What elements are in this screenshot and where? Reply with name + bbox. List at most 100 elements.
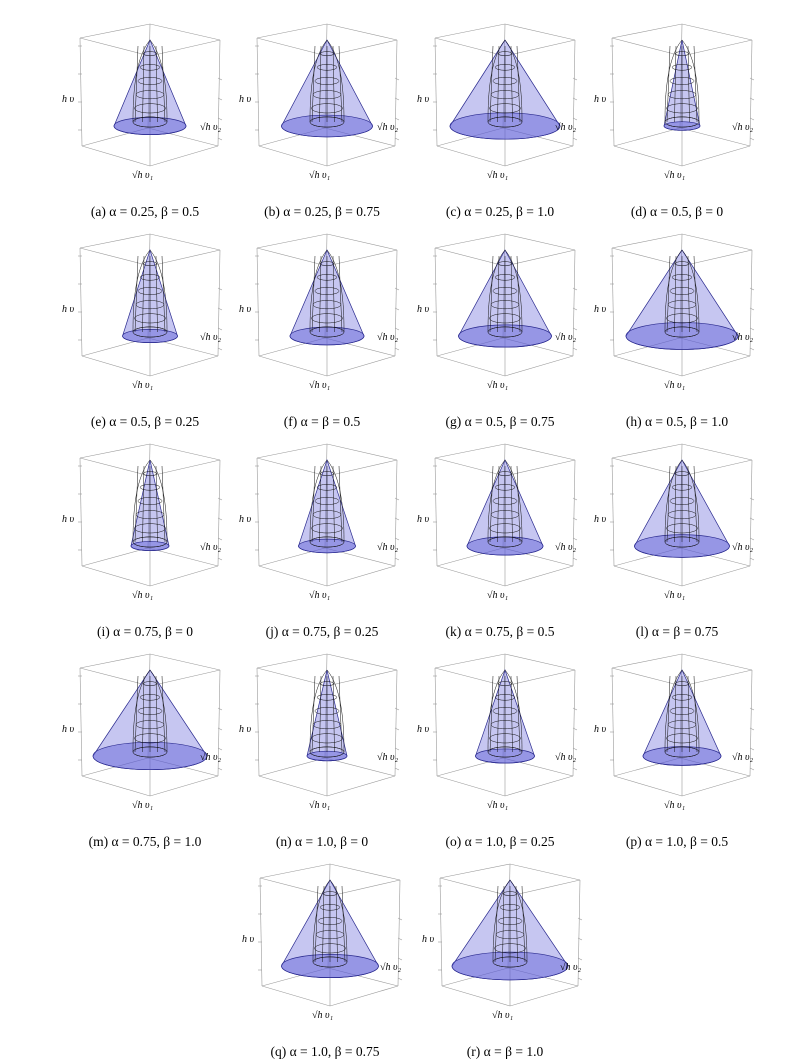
subfigure-caption: (p) α = 1.0, β = 0.5	[625, 834, 729, 849]
panel: h υ √h υ₁ √h υ₂ (b) α = 0.25, β = 0.75	[237, 18, 407, 219]
x-axis-label: √h υ₁	[487, 800, 508, 811]
z-axis-label: h υ	[594, 724, 607, 735]
wireframe	[664, 249, 700, 338]
cone-plot: h υ √h υ₁ √h υ₂	[594, 23, 755, 181]
z-axis-label: h υ	[242, 934, 255, 945]
y-axis-label: √h υ₂	[377, 332, 399, 343]
cone-plot: h υ √h υ₁ √h υ₂	[62, 443, 223, 601]
subfigure-caption: (i) α = 0.75, β = 0	[97, 624, 193, 639]
z-axis-label: h υ	[239, 304, 252, 315]
wireframe	[664, 459, 700, 548]
wireframe	[487, 39, 523, 128]
wireframe	[132, 39, 168, 128]
z-axis-label: h υ	[239, 724, 252, 735]
plot-box	[610, 23, 755, 167]
cone-plot: h υ √h υ₁ √h υ₂	[242, 863, 403, 1021]
panel: h υ √h υ₁ √h υ₂ (p) α = 1.0, β = 0.5	[592, 648, 762, 849]
x-axis-label: √h υ₁	[664, 170, 685, 181]
y-axis-label: √h υ₂	[555, 122, 577, 133]
x-axis-label: √h υ₁	[664, 380, 685, 391]
y-axis-label: √h υ₂	[200, 542, 222, 553]
wireframe	[312, 879, 348, 968]
z-axis-label: h υ	[62, 514, 75, 525]
subfigure-caption: (o) α = 1.0, β = 0.25	[445, 834, 555, 849]
z-axis-label: h υ	[239, 514, 252, 525]
y-axis-label: √h υ₂	[732, 122, 754, 133]
z-axis-label: h υ	[62, 94, 75, 105]
panel: h υ √h υ₁ √h υ₂ (l) α = β = 0.75	[592, 438, 762, 639]
cone-plot: h υ √h υ₁ √h υ₂	[594, 443, 755, 601]
cone-plot: h υ √h υ₁ √h υ₂	[239, 23, 400, 181]
wireframe	[487, 249, 523, 338]
panel: h υ √h υ₁ √h υ₂ (n) α = 1.0, β = 0	[237, 648, 407, 849]
wireframe	[132, 459, 168, 548]
panel: h υ √h υ₁ √h υ₂ (q) α = 1.0, β = 0.75	[240, 858, 410, 1059]
panel: h υ √h υ₁ √h υ₂ (g) α = 0.5, β = 0.75	[415, 228, 585, 429]
cone-plot: h υ √h υ₁ √h υ₂	[239, 653, 400, 811]
subfigure-caption: (f) α = β = 0.5	[283, 414, 361, 429]
y-axis-label: √h υ₂	[732, 752, 754, 763]
wireframe	[487, 459, 523, 548]
x-axis-label: √h υ₁	[487, 590, 508, 601]
x-axis-label: √h υ₁	[132, 800, 153, 811]
wireframe	[664, 669, 700, 758]
z-axis-label: h υ	[417, 304, 430, 315]
z-axis-label: h υ	[594, 304, 607, 315]
y-axis-label: √h υ₂	[377, 752, 399, 763]
z-axis-label: h υ	[594, 514, 607, 525]
panel: h υ √h υ₁ √h υ₂ (d) α = 0.5, β = 0	[592, 18, 762, 219]
y-axis-label: √h υ₂	[200, 752, 222, 763]
subfigure-caption: (g) α = 0.5, β = 0.75	[445, 414, 555, 429]
x-axis-label: √h υ₁	[309, 170, 330, 181]
y-axis-label: √h υ₂	[732, 332, 754, 343]
wireframe	[132, 249, 168, 338]
panel: h υ √h υ₁ √h υ₂ (e) α = 0.5, β = 0.25	[60, 228, 230, 429]
wireframe	[309, 39, 345, 128]
z-axis-label: h υ	[417, 514, 430, 525]
x-axis-label: √h υ₁	[312, 1010, 333, 1021]
cone-plot: h υ √h υ₁ √h υ₂	[594, 653, 755, 811]
subfigure-caption: (h) α = 0.5, β = 1.0	[625, 414, 729, 429]
x-axis-label: √h υ₁	[309, 590, 330, 601]
panel: h υ √h υ₁ √h υ₂ (h) α = 0.5, β = 1.0	[592, 228, 762, 429]
z-axis-label: h υ	[594, 94, 607, 105]
panel: h υ √h υ₁ √h υ₂ (c) α = 0.25, β = 1.0	[415, 18, 585, 219]
subfigure-caption: (d) α = 0.5, β = 0	[630, 204, 724, 219]
z-axis-label: h υ	[62, 724, 75, 735]
x-axis-label: √h υ₁	[132, 380, 153, 391]
panel: h υ √h υ₁ √h υ₂ (r) α = β = 1.0	[420, 858, 590, 1059]
plot-box	[78, 233, 223, 377]
y-axis-label: √h υ₂	[555, 332, 577, 343]
wireframe	[309, 669, 345, 758]
cone-plot: h υ √h υ₁ √h υ₂	[417, 233, 578, 391]
cone-plot: h υ √h υ₁ √h υ₂	[417, 443, 578, 601]
z-axis-label: h υ	[62, 304, 75, 315]
x-axis-label: √h υ₁	[664, 800, 685, 811]
y-axis-label: √h υ₂	[732, 542, 754, 553]
cone-plot: h υ √h υ₁ √h υ₂	[594, 233, 755, 391]
wireframe	[487, 669, 523, 758]
z-axis-label: h υ	[417, 724, 430, 735]
z-axis-label: h υ	[239, 94, 252, 105]
subfigure-caption: (m) α = 0.75, β = 1.0	[88, 834, 202, 849]
x-axis-label: √h υ₁	[487, 170, 508, 181]
wireframe	[309, 459, 345, 548]
cone-plot: h υ √h υ₁ √h υ₂	[62, 653, 223, 811]
cone-plot: h υ √h υ₁ √h υ₂	[417, 23, 578, 181]
subfigure-caption: (a) α = 0.25, β = 0.5	[90, 204, 200, 219]
plot-box	[610, 443, 755, 587]
subfigure-caption: (l) α = β = 0.75	[635, 624, 719, 639]
cone-plot: h υ √h υ₁ √h υ₂	[239, 233, 400, 391]
x-axis-label: √h υ₁	[664, 590, 685, 601]
z-axis-label: h υ	[417, 94, 430, 105]
plot-box	[78, 443, 223, 587]
panel: h υ √h υ₁ √h υ₂ (m) α = 0.75, β = 1.0	[60, 648, 230, 849]
plot-box	[255, 233, 400, 377]
wireframe	[492, 879, 528, 968]
y-axis-label: √h υ₂	[555, 542, 577, 553]
y-axis-label: √h υ₂	[200, 332, 222, 343]
wireframe	[132, 669, 168, 758]
x-axis-label: √h υ₁	[487, 380, 508, 391]
subfigure-caption: (q) α = 1.0, β = 0.75	[270, 1044, 380, 1059]
cone-plot: h υ √h υ₁ √h υ₂	[422, 863, 583, 1021]
